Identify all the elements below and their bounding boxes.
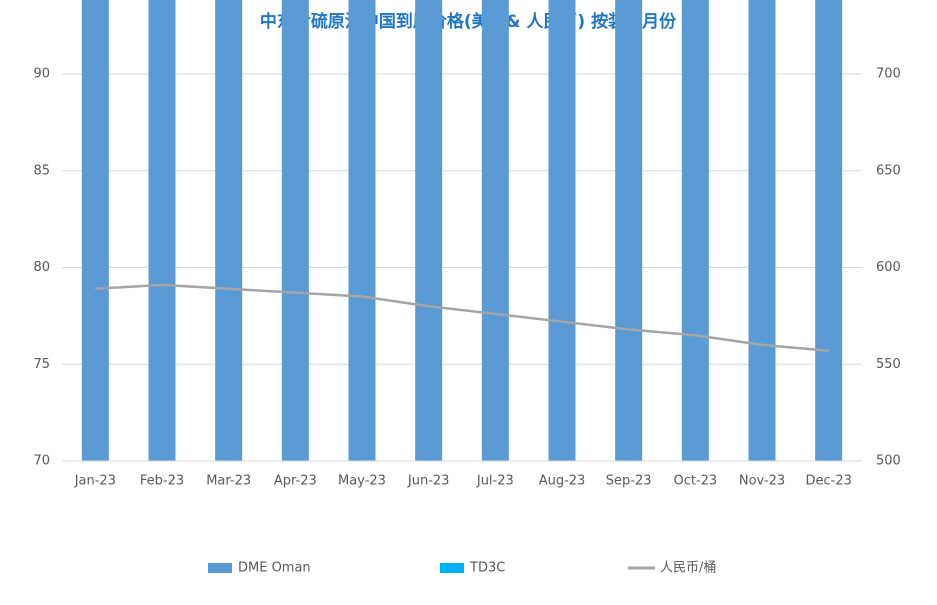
bar [548,0,576,461]
line [95,283,829,352]
bar [215,0,243,461]
legend-label: DME Oman [238,561,311,576]
x-tick-label: Feb-23 [140,474,184,489]
bar [81,0,109,461]
legend-swatch [440,563,464,573]
y2-tick-label: 600 [876,260,901,275]
x-tick-label: Mar-23 [206,474,251,489]
bar [481,0,509,461]
y-tick-label: 90 [33,67,50,82]
chart-title: 中东含硫原油中国到岸价格(美元& 人民币) 按装货月份 [260,11,677,32]
bar [615,0,643,461]
x-tick-label: Jul-23 [476,474,514,489]
x-tick-label: Oct-23 [673,474,717,489]
y-tick-label: 85 [33,163,50,178]
legend-swatch [208,563,232,573]
x-tick-label: Jun-23 [407,474,450,489]
x-tick-label: Aug-23 [539,474,586,489]
bar [748,0,776,461]
x-tick-label: Sep-23 [606,474,652,489]
x-tick-label: May-23 [338,474,386,489]
y2-tick-label: 500 [876,454,901,469]
y2-tick-label: 550 [876,357,901,372]
legend-label: TD3C [469,561,505,576]
bar [415,0,443,461]
bar [815,0,843,461]
legend-label: 人民币/桶 [660,561,716,576]
y-tick-label: 80 [33,260,50,275]
bar [281,0,309,461]
bar [681,0,709,461]
x-tick-label: Apr-23 [274,474,317,489]
x-tick-label: Dec-23 [805,474,851,489]
y2-tick-label: 650 [876,163,901,178]
y-tick-label: 75 [33,357,50,372]
bar [148,0,176,461]
y-tick-label: 70 [33,454,50,469]
x-tick-label: Nov-23 [739,474,785,489]
bar [348,0,376,461]
x-tick-label: Jan-23 [74,474,116,489]
y2-tick-label: 700 [876,67,901,82]
